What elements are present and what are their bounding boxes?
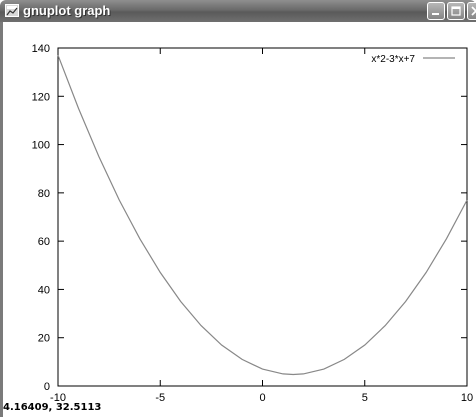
y-tick-label: 120 bbox=[32, 91, 50, 103]
x-tick-label: -5 bbox=[155, 392, 165, 404]
gnuplot-app-icon bbox=[5, 4, 19, 17]
window-title: gnuplot graph bbox=[23, 3, 111, 18]
close-icon bbox=[471, 6, 476, 16]
plot-border bbox=[57, 47, 468, 387]
x-tick-label: 10 bbox=[461, 392, 473, 404]
title-bar[interactable]: gnuplot graph bbox=[0, 0, 476, 22]
close-button[interactable] bbox=[467, 2, 476, 20]
y-tick-label: 40 bbox=[38, 284, 50, 296]
minimize-icon bbox=[432, 13, 439, 15]
y-tick-label: 140 bbox=[32, 43, 50, 55]
y-tick-label: 20 bbox=[38, 333, 50, 345]
legend-label: x*2-3*x+7 bbox=[371, 54, 415, 65]
x-tick-label: 0 bbox=[259, 392, 265, 404]
y-tick-label: 100 bbox=[32, 140, 50, 152]
maximize-button[interactable] bbox=[447, 2, 465, 20]
y-tick-label: 80 bbox=[38, 188, 50, 200]
cursor-coordinates: 4.16409, 32.5113 bbox=[3, 402, 102, 413]
y-tick-label: 0 bbox=[44, 381, 50, 393]
x-tick-label: -10 bbox=[50, 392, 66, 404]
y-tick-label: 60 bbox=[38, 236, 50, 248]
x-tick-label: 5 bbox=[362, 392, 368, 404]
maximize-icon bbox=[451, 6, 461, 16]
series-line bbox=[57, 54, 468, 376]
window-frame-left bbox=[0, 22, 3, 417]
minimize-button[interactable] bbox=[427, 2, 445, 20]
